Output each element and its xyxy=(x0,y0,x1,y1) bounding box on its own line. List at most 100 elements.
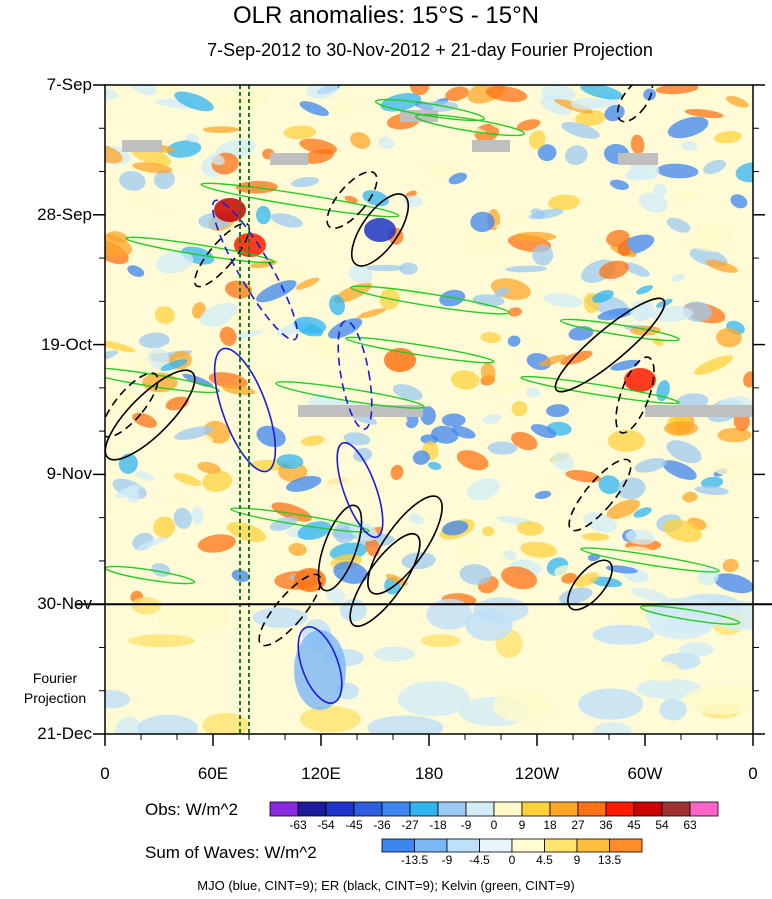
chart-title: OLR anomalies: 15°S - 15°N xyxy=(233,2,539,29)
mjo-contours xyxy=(211,199,384,704)
er-contour-positive xyxy=(317,504,363,592)
obs-blob xyxy=(643,88,656,101)
obs-blob xyxy=(343,432,371,446)
obs-strong-blob xyxy=(384,348,416,372)
kelvin-contour xyxy=(639,605,741,625)
obs-blob xyxy=(266,269,306,283)
obs-blob xyxy=(480,332,502,344)
obs-legend-label: -54 xyxy=(317,818,335,832)
obs-blob xyxy=(226,521,267,543)
obs-blob xyxy=(529,130,546,150)
obs-blob xyxy=(151,563,171,577)
x-tick-label: 0 xyxy=(748,764,758,783)
obs-blob xyxy=(532,244,554,266)
obs-blob xyxy=(543,293,583,308)
obs-blob xyxy=(547,194,580,211)
obs-blob xyxy=(129,85,157,96)
obs-blob xyxy=(107,231,129,243)
y-tick-label: 7-Sep xyxy=(46,75,92,94)
obs-blob xyxy=(185,133,200,143)
obs-blob xyxy=(428,461,442,470)
kelvin-contour xyxy=(414,113,526,137)
obs-blob xyxy=(128,193,163,212)
obs-blob xyxy=(442,520,469,536)
kelvin-contours xyxy=(105,98,741,625)
kelvin-contour xyxy=(580,547,720,573)
y-tick-label: 19-Oct xyxy=(40,334,92,354)
obs-blob xyxy=(609,179,629,190)
obs-legend-swatch xyxy=(493,801,523,817)
obs-blob xyxy=(365,538,380,557)
obs-blob xyxy=(182,373,214,388)
obs-legend-label: 36 xyxy=(599,818,613,832)
obs-legend-swatch xyxy=(269,801,299,817)
obs-blob xyxy=(470,211,495,233)
plot-area xyxy=(105,85,753,734)
missing-data-bar xyxy=(122,140,162,152)
projection-blob xyxy=(373,646,416,662)
obs-blob xyxy=(634,457,667,473)
obs-legend-swatch xyxy=(409,801,439,817)
obs-blob xyxy=(537,144,557,162)
obs-blob xyxy=(205,93,246,111)
obs-blob xyxy=(630,587,669,602)
obs-blob xyxy=(135,534,173,551)
obs-blob xyxy=(524,338,551,347)
kelvin-contour xyxy=(520,375,680,405)
obs-blob xyxy=(564,145,588,166)
obs-blob xyxy=(255,280,297,303)
obs-blob xyxy=(638,192,668,213)
projection-blob xyxy=(252,607,308,628)
obs-blob xyxy=(105,350,119,361)
er-contour-negative xyxy=(193,222,251,288)
obs-blob xyxy=(390,464,404,481)
obs-blob xyxy=(565,469,601,483)
kelvin-contour xyxy=(125,236,275,264)
obs-blob xyxy=(293,316,327,334)
er-contour-positive xyxy=(349,532,421,628)
obs-legend-swatch xyxy=(661,801,691,817)
obs-blob xyxy=(551,452,575,471)
obs-legend-label: 18 xyxy=(543,818,557,832)
er-contour-positive xyxy=(350,193,410,267)
obs-legend-swatch xyxy=(521,801,551,817)
kelvin-contour xyxy=(105,366,220,394)
obs-blob xyxy=(276,454,304,469)
obs-legend-swatch xyxy=(381,801,411,817)
obs-blob xyxy=(344,195,358,204)
obs-blob xyxy=(105,88,119,100)
obs-blob xyxy=(485,86,528,102)
obs-blob xyxy=(705,259,738,273)
obs-blob xyxy=(153,516,176,538)
x-tick-label: 120E xyxy=(301,764,341,783)
obs-blob xyxy=(173,473,202,487)
obs-blob xyxy=(625,529,656,545)
waves-legend-label: 0 xyxy=(509,853,516,867)
missing-data-bar xyxy=(298,405,423,417)
obs-blob xyxy=(350,132,371,149)
obs-blob xyxy=(725,95,749,108)
obs-blob xyxy=(420,406,436,426)
obs-legend-title: Obs: W/m^2 xyxy=(145,800,238,819)
obs-blob xyxy=(610,359,640,371)
waves-legend-swatch xyxy=(479,838,513,853)
obs-blob xyxy=(730,194,748,209)
obs-blob xyxy=(516,521,544,536)
obs-blob xyxy=(636,285,654,295)
obs-blob xyxy=(303,148,335,164)
obs-legend-label: -18 xyxy=(429,818,447,832)
obs-blob xyxy=(333,282,373,304)
obs-blob xyxy=(604,104,625,122)
obs-blob xyxy=(270,213,303,228)
obs-blob xyxy=(480,362,496,384)
obs-blob xyxy=(494,287,510,298)
kelvin-contour xyxy=(230,507,370,533)
obs-blob xyxy=(682,237,722,253)
obs-field xyxy=(105,85,753,607)
obs-blob xyxy=(487,441,518,455)
obs-legend-label: -9 xyxy=(461,818,472,832)
obs-blob xyxy=(299,101,329,117)
waves-legend-label: 9 xyxy=(574,853,581,867)
er-contour-negative xyxy=(105,372,159,438)
obs-blob xyxy=(105,340,136,353)
